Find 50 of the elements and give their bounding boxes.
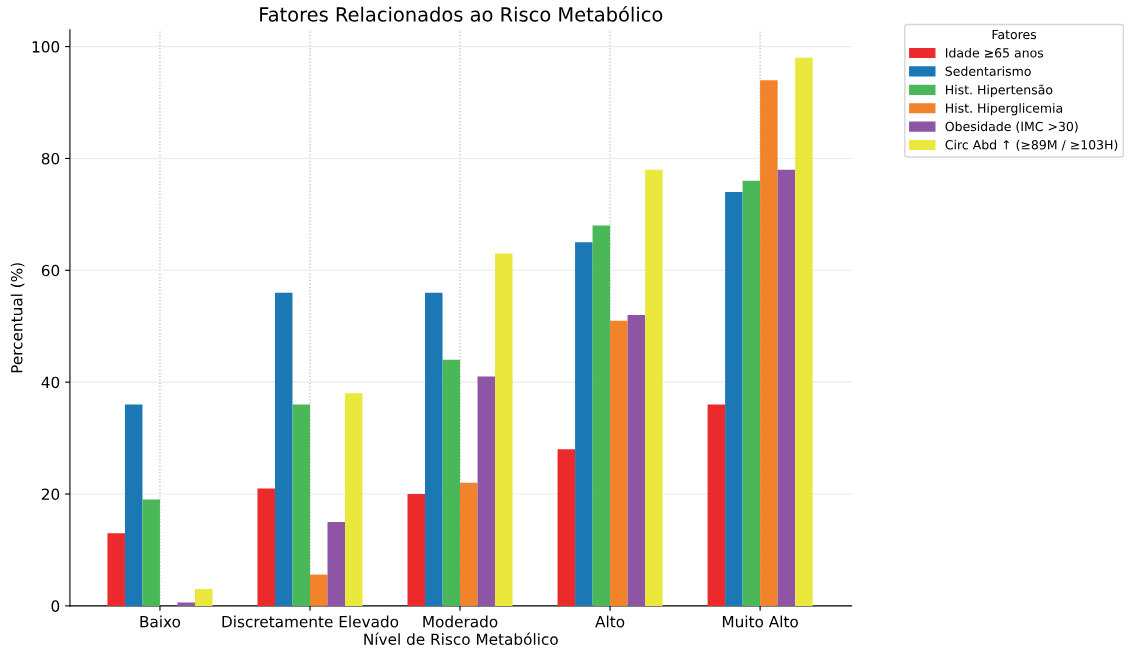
legend-label: Obesidade (IMC >30) [945,121,1078,133]
bar [460,482,478,606]
bar [610,320,628,606]
legend-label: Idade ≥65 anos [946,47,1044,58]
y-tick-label: 60 [41,264,60,277]
legend-title: Fatores [992,29,1037,40]
y-tick-label: 40 [41,376,60,389]
bar [142,499,160,606]
bar [177,602,195,606]
bar [477,376,496,606]
bar [575,242,593,606]
bar [274,292,293,606]
bar [310,574,328,606]
bar [795,57,813,606]
x-tick-label: Alto [595,615,625,628]
x-tick-label: Discretamente Elevado [222,615,399,628]
legend-label: Circ Abd ↑ (≥89M / ≥103H) [945,139,1118,151]
bar [407,494,426,606]
bar [107,533,125,606]
bar [645,169,663,606]
bar [592,225,611,606]
bar [292,404,310,606]
bar [725,192,743,606]
bar [742,180,761,606]
x-tick-label: Muito Alto [722,615,798,628]
bar [327,521,346,606]
bar [257,488,275,606]
bar [627,315,646,606]
legend-label: Hist. Hiperglicemia [946,103,1063,116]
legend-label: Hist. Hipertensão [946,84,1053,97]
y-tick-label: 0 [51,600,60,612]
y-axis-title: Percentual (%) [10,263,25,373]
bar [124,404,143,606]
y-tick-label: 100 [32,41,60,53]
x-tick-label: Moderado [423,615,498,628]
bar [707,404,726,606]
bar [495,253,513,606]
legend-label: Sedentarismo [945,66,1031,76]
x-tick-label: Baixo [140,615,181,628]
y-tick-label: 20 [41,488,60,501]
y-tick-label: 80 [41,152,60,165]
bar [442,359,461,606]
bar [557,449,576,606]
bar [777,169,796,606]
x-axis-title: Nível de Risco Metabólico [364,632,558,645]
bar [760,80,778,606]
chart-title: Fatores Relacionados ao Risco Metabólico [260,5,663,22]
bar [194,589,213,606]
bar [425,292,443,606]
bar [345,393,363,606]
